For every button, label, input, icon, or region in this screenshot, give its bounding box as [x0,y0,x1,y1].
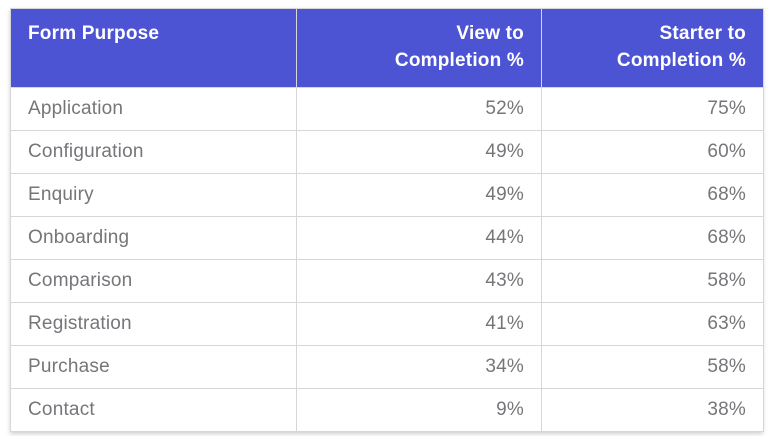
header-row: Form Purpose View to Completion % Starte… [10,8,764,88]
column-header-label-line1: Starter to [659,23,746,44]
cell-starter-to-completion: 68% [541,173,764,217]
table-row: Contact 9% 38% [10,388,764,432]
column-header-form-purpose: Form Purpose [10,8,297,88]
column-header-label-line2: Completion % [394,50,524,71]
table-row: Configuration 49% 60% [10,130,764,174]
form-completion-table-container: Form Purpose View to Completion % Starte… [10,8,764,432]
cell-purpose: Purchase [10,345,297,389]
cell-view-to-completion: 34% [296,345,542,389]
column-header-label-line2: Completion % [616,50,746,71]
cell-starter-to-completion: 63% [541,302,764,346]
column-header-label: Form Purpose [28,23,160,44]
cell-view-to-completion: 49% [296,130,542,174]
cell-starter-to-completion: 58% [541,259,764,303]
cell-view-to-completion: 49% [296,173,542,217]
cell-purpose: Application [10,87,297,131]
table-row: Registration 41% 63% [10,302,764,346]
table-row: Purchase 34% 58% [10,345,764,389]
cell-starter-to-completion: 38% [541,388,764,432]
cell-view-to-completion: 9% [296,388,542,432]
cell-starter-to-completion: 68% [541,216,764,260]
table-row: Application 52% 75% [10,87,764,131]
cell-purpose: Configuration [10,130,297,174]
cell-view-to-completion: 44% [296,216,542,260]
form-completion-table: Form Purpose View to Completion % Starte… [10,8,764,432]
cell-purpose: Enquiry [10,173,297,217]
column-header-starter-to-completion: Starter to Completion % [541,8,764,88]
cell-purpose: Contact [10,388,297,432]
cell-purpose: Onboarding [10,216,297,260]
cell-view-to-completion: 41% [296,302,542,346]
cell-view-to-completion: 43% [296,259,542,303]
column-header-view-to-completion: View to Completion % [296,8,542,88]
cell-starter-to-completion: 60% [541,130,764,174]
cell-starter-to-completion: 75% [541,87,764,131]
column-header-label-line1: View to [456,23,524,44]
cell-view-to-completion: 52% [296,87,542,131]
cell-purpose: Registration [10,302,297,346]
cell-starter-to-completion: 58% [541,345,764,389]
table-row: Comparison 43% 58% [10,259,764,303]
cell-purpose: Comparison [10,259,297,303]
table-row: Enquiry 49% 68% [10,173,764,217]
table-row: Onboarding 44% 68% [10,216,764,260]
